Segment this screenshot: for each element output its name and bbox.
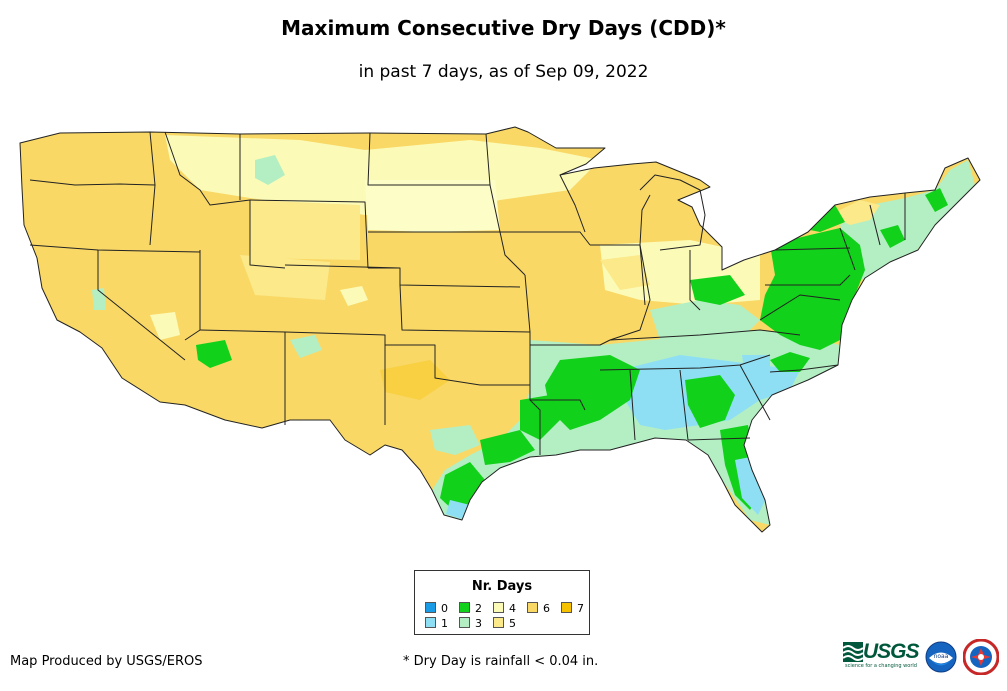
legend-title: Nr. Days [471, 579, 533, 594]
legend-swatch-5 [493, 617, 504, 628]
nws-logo [963, 639, 999, 675]
legend-item-0: 0 [425, 602, 448, 615]
map-title: Maximum Consecutive Dry Days (CDD)* [281, 16, 726, 40]
svg-text:noaa: noaa [934, 653, 949, 660]
usgs-wave-icon [843, 642, 863, 662]
legend-swatch-3 [459, 617, 470, 628]
legend: Nr. Days 0 2 4 6 7 1 3 5 [414, 570, 590, 635]
legend-item-1: 1 [425, 617, 448, 630]
dry-day-footnote: * Dry Day is rainfall < 0.04 in. [403, 654, 599, 669]
usgs-logo: USGS science for a changing world [843, 640, 920, 672]
legend-item-6: 6 [527, 602, 550, 615]
legend-item-5: 5 [493, 617, 516, 630]
legend-swatch-6 [527, 602, 538, 613]
legend-item-3: 3 [459, 617, 482, 630]
legend-swatch-4 [493, 602, 504, 613]
legend-swatch-7 [561, 602, 572, 613]
legend-item-2: 2 [459, 602, 482, 615]
legend-swatch-0 [425, 602, 436, 613]
map-subtitle: in past 7 days, as of Sep 09, 2022 [358, 62, 649, 82]
legend-item-4: 4 [493, 602, 516, 615]
state-boundaries [19, 126, 981, 533]
map-credit: Map Produced by USGS/EROS [10, 654, 203, 669]
usgs-tagline: science for a changing world [845, 663, 917, 669]
legend-swatch-2 [459, 602, 470, 613]
legend-swatch-1 [425, 617, 436, 628]
legend-item-7: 7 [561, 602, 584, 615]
noaa-logo: noaa [925, 641, 957, 673]
usgs-wordmark: USGS [863, 640, 920, 663]
